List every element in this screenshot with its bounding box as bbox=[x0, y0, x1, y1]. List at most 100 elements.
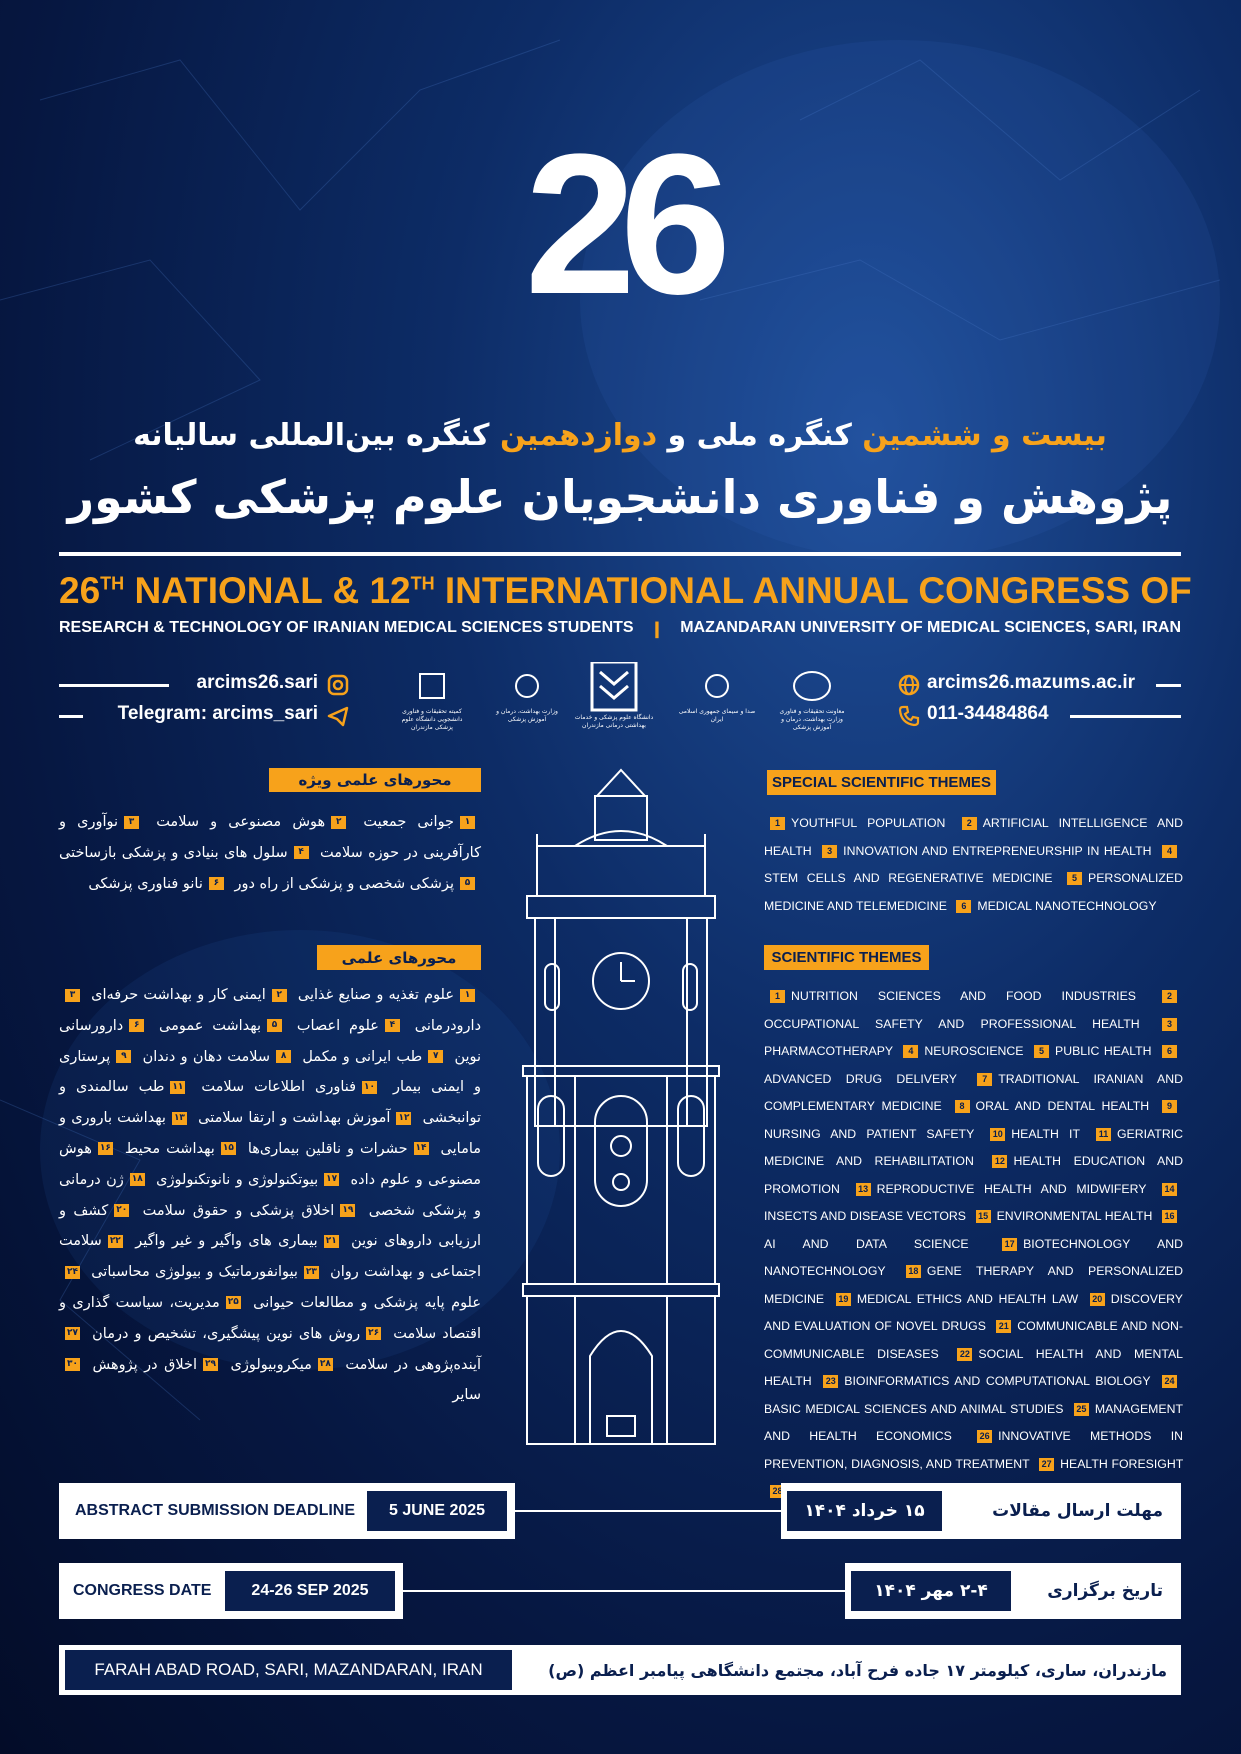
theme-item: 2 ARTIFICIAL INTELLIGENCE AND HEALTH bbox=[764, 816, 1183, 858]
theme-number: 26 bbox=[977, 1430, 993, 1444]
theme-item: 5 PUBLIC HEALTH bbox=[1028, 1044, 1152, 1059]
theme-text: جوانی جمعیت bbox=[363, 814, 455, 830]
theme-number: ۳ bbox=[65, 988, 80, 1002]
theme-item: 25 MANAGEMENT AND HEALTH ECONOMICS bbox=[764, 1402, 1183, 1444]
special-themes-en: 1 YOUTHFUL POPULATION 2 ARTIFICIAL INTELLI… bbox=[764, 810, 1183, 920]
theme-item: 10 HEALTH IT bbox=[984, 1127, 1080, 1141]
theme-item: 3 INNOVATION AND ENTREPRENEURSHIP IN HEAL… bbox=[816, 844, 1151, 858]
theme-number: ۲۵ bbox=[225, 1296, 241, 1310]
title-part: دوازدهمین bbox=[499, 418, 658, 453]
theme-item: ۴ علوم اعصاب bbox=[297, 1018, 406, 1034]
theme-text: MANAGEMENT AND HEALTH ECONOMICS bbox=[764, 1401, 1183, 1444]
theme-item: ۱۹ اخلاق پزشکی و حقوق سلامت bbox=[143, 1203, 362, 1219]
theme-text: هوش مصنوعی و سلامت bbox=[156, 814, 326, 830]
congress-date-fa: تاریخ برگزاری ۲-۴ مهر ۱۴۰۴ bbox=[845, 1563, 1181, 1619]
theme-item: ۱۸ژن درمانی و پزشکی شخصی bbox=[59, 1172, 481, 1219]
special-themes-en-title: SPECIAL SCIENTIFIC THEMES bbox=[767, 770, 996, 795]
theme-item: ۲۵مدیریت، سیاست گذاری و اقتصاد سلامت bbox=[59, 1295, 481, 1342]
theme-item: 16 AI AND DATA SCIENCE bbox=[764, 1209, 1183, 1251]
theme-text: COMMUNICABLE AND NON-COMMUNICABLE DISEAS… bbox=[764, 1319, 1184, 1361]
theme-number: ۱ bbox=[460, 988, 476, 1002]
theme-text: نانو فناوری پزشکی bbox=[88, 875, 203, 892]
theme-number: ۷ bbox=[428, 1050, 444, 1064]
theme-number: 1 bbox=[770, 817, 785, 831]
theme-text: بیماری های واگیر و غیر واگیر bbox=[135, 1233, 318, 1250]
theme-text: MEDICAL NANOTECHNOLOGY bbox=[977, 898, 1157, 913]
theme-item: 1 NUTRITION SCIENCES AND FOOD INDUSTRIES bbox=[764, 989, 1136, 1004]
theme-item: ۲۸ میکروبیولوژی bbox=[231, 1357, 339, 1373]
theme-item: ۴ سلول های بنیادی و پزشکی بازساختی bbox=[59, 845, 315, 861]
theme-text: ADVANCED DRUG DELIVERY bbox=[764, 1071, 957, 1086]
theme-text: بهداشت محیط bbox=[124, 1140, 215, 1157]
theme-item: 6 ADVANCED DRUG DELIVERY bbox=[764, 1044, 1183, 1086]
date: ۲-۴ مهر ۱۴۰۴ bbox=[851, 1571, 1011, 1611]
date: 5 JUNE 2025 bbox=[367, 1491, 507, 1531]
theme-item: ۸ سلامت دهان و دندان bbox=[143, 1049, 297, 1065]
theme-item: ۲۹ اخلاق در پژوهش bbox=[93, 1357, 225, 1373]
theme-item: ۳۰ سایر bbox=[59, 1357, 481, 1403]
theme-text: GENE THERAPY AND PERSONALIZED MEDICINE bbox=[764, 1264, 1183, 1306]
theme-text: علوم پایه پزشکی و مطالعات حیوانی bbox=[253, 1294, 482, 1311]
sponsor-caption: معاونت تحقیقات و فناوری وزارت بهداشت، در… bbox=[779, 708, 845, 731]
abstract-deadline-en: ABSTRACT SUBMISSION DEADLINE 5 JUNE 2025 bbox=[59, 1483, 515, 1539]
theme-text: بهداشت عمومی bbox=[159, 1017, 261, 1034]
theme-number: 19 bbox=[835, 1292, 851, 1306]
special-themes-fa: ۱ جوانی جمعیت ۲ هوش مصنوعی و سلامت ۳نوآوری… bbox=[59, 807, 481, 899]
theme-item: 1 YOUTHFUL POPULATION bbox=[764, 816, 946, 831]
theme-number: ۲۱ bbox=[323, 1234, 339, 1248]
themes-en: 1 NUTRITION SCIENCES AND FOOD INDUSTRIES … bbox=[764, 983, 1183, 1506]
theme-number: 1 bbox=[770, 990, 785, 1004]
theme-number: 22 bbox=[957, 1347, 973, 1361]
theme-item: 3 PHARMACOTHERAPY bbox=[764, 1017, 1183, 1058]
theme-number: ۳۰ bbox=[65, 1358, 80, 1372]
contact-line bbox=[59, 715, 83, 718]
theme-text: ARTIFICIAL INTELLIGENCE AND HEALTH bbox=[764, 816, 1183, 858]
congress-date-en: CONGRESS DATE 24-26 SEP 2025 bbox=[59, 1563, 403, 1619]
theme-text: NEUROSCIENCE bbox=[924, 1044, 1024, 1058]
english-title: 26TH NATIONAL & 12TH INTERNATIONAL ANNUA… bbox=[59, 570, 1192, 612]
theme-item: 4 NEUROSCIENCE bbox=[897, 1044, 1024, 1059]
theme-text: YOUTHFUL POPULATION bbox=[791, 816, 946, 830]
title-part: NATIONAL & bbox=[134, 570, 360, 611]
theme-item: 20 DISCOVERY AND EVALUATION OF NOVEL DRUG… bbox=[764, 1292, 1183, 1334]
theme-item: ۲۲سلامت اجتماعی و بهداشت روان bbox=[59, 1233, 481, 1280]
sponsor-caption: دانشگاه علوم پزشکی و خدمات بهداشتی درمان… bbox=[574, 714, 654, 729]
label: CONGRESS DATE bbox=[73, 1582, 212, 1599]
theme-number: ۵ bbox=[460, 877, 475, 891]
theme-item: ۱۶هوش مصنوعی و علوم داده bbox=[59, 1141, 481, 1188]
theme-text: STEM CELLS AND REGENERATIVE MEDICINE bbox=[764, 871, 1053, 885]
separator: ❙ bbox=[650, 621, 664, 638]
theme-item: 18 GENE THERAPY AND PERSONALIZED MEDICINE bbox=[764, 1264, 1183, 1306]
web-icon bbox=[898, 674, 920, 696]
theme-item: 7 TRADITIONAL IRANIAN AND COMPLEMENTARY M… bbox=[764, 1072, 1183, 1114]
theme-item: ۶ نانو فناوری پزشکی bbox=[88, 876, 230, 892]
theme-number: 5 bbox=[1034, 1045, 1049, 1059]
phone-icon bbox=[898, 705, 920, 727]
label: مهلت ارسال مقالات bbox=[992, 1501, 1163, 1521]
theme-text: مدیریت، سیاست گذاری و اقتصاد سلامت bbox=[59, 1294, 482, 1342]
persian-title-line2: پژوهش و فناوری دانشجویان علوم پزشکی کشور bbox=[67, 470, 1173, 524]
theme-number: ۶ bbox=[208, 877, 224, 891]
theme-text: PHARMACOTHERAPY bbox=[764, 1044, 893, 1058]
theme-number: ۱۴ bbox=[413, 1142, 429, 1156]
contact-line bbox=[1070, 715, 1181, 718]
english-subtitle: RESEARCH & TECHNOLOGY OF IRANIAN MEDICAL… bbox=[59, 619, 1181, 639]
theme-number: 5 bbox=[1067, 872, 1083, 886]
theme-text: دارورسانی نوین bbox=[59, 1017, 482, 1065]
theme-number: 15 bbox=[975, 1210, 991, 1224]
website: arcims26.mazums.ac.ir bbox=[927, 672, 1136, 693]
theme-text: SOCIAL HEALTH AND MENTAL HEALTH bbox=[764, 1346, 1183, 1389]
connector bbox=[515, 1510, 781, 1512]
theme-number: ۱۵ bbox=[220, 1142, 236, 1156]
theme-number: 3 bbox=[1162, 1017, 1177, 1031]
theme-number: 11 bbox=[1095, 1127, 1111, 1141]
instagram-icon bbox=[327, 674, 349, 696]
theme-number: 14 bbox=[1162, 1182, 1177, 1196]
sponsor-caption: وزارت بهداشت، درمان و آموزش پزشکی bbox=[496, 708, 558, 723]
theme-text: TRADITIONAL IRANIAN AND COMPLEMENTARY ME… bbox=[764, 1071, 1184, 1114]
instagram: arcims26.sari bbox=[196, 672, 319, 693]
theme-number: ۲۷ bbox=[65, 1327, 80, 1341]
theme-number: ۶ bbox=[129, 1019, 145, 1033]
ordinal-suffix: TH bbox=[100, 573, 125, 594]
